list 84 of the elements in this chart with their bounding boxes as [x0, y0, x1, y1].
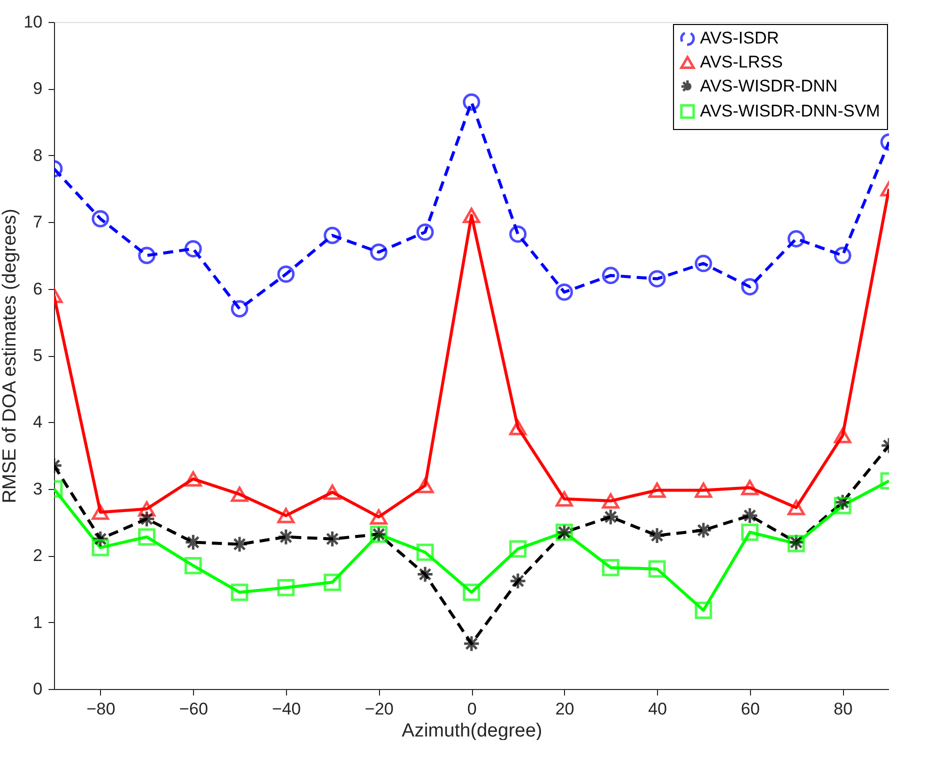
point [324, 226, 341, 244]
point [648, 526, 666, 544]
y-tick-label: 9 [33, 79, 42, 98]
point [834, 496, 852, 514]
point [462, 584, 480, 601]
point [602, 558, 620, 576]
point [416, 223, 434, 241]
point [788, 500, 805, 516]
legend-label: AVS-WISDR-DNN [700, 76, 838, 96]
x-tick-label: 40 [648, 700, 668, 718]
point [602, 266, 620, 284]
legend-label: AVS-WISDR-DNN-SVM [700, 102, 880, 120]
y-tick-label: 3 [33, 479, 42, 498]
point [230, 584, 248, 601]
point [741, 278, 758, 296]
point [324, 574, 341, 591]
point [694, 522, 712, 539]
point [462, 634, 480, 652]
point [277, 578, 295, 596]
point [648, 482, 666, 498]
point [602, 508, 620, 526]
y-tick-label: 10 [24, 12, 42, 32]
point [648, 270, 666, 288]
point [509, 420, 527, 436]
x-tick-label: 0 [467, 700, 477, 718]
point [184, 556, 202, 574]
y-tick-label: 6 [33, 279, 42, 298]
point [694, 602, 712, 619]
point [509, 540, 527, 558]
x-tick-label: −20 [364, 700, 394, 718]
point [416, 566, 434, 583]
point [834, 246, 852, 264]
x-tick-label: −60 [179, 700, 208, 718]
y-tick-label: 2 [33, 546, 42, 566]
y-axis-title: RMSE of DOA estimates (degrees) [0, 208, 21, 504]
point [741, 480, 758, 496]
point [648, 560, 666, 578]
point [694, 254, 712, 272]
point [556, 283, 573, 301]
point [416, 478, 434, 494]
point [462, 93, 480, 111]
point [138, 528, 156, 546]
point [230, 486, 248, 502]
point [277, 508, 295, 524]
y-tick-label: 1 [33, 612, 42, 632]
point [741, 506, 758, 524]
point [92, 210, 110, 228]
x-tick-label: 60 [740, 700, 760, 718]
x-tick-label: −40 [272, 700, 301, 718]
y-tick-label: 8 [33, 146, 42, 165]
point [277, 265, 295, 283]
point [324, 530, 341, 548]
point [184, 471, 202, 487]
point [694, 482, 712, 498]
point [370, 243, 388, 261]
point [788, 230, 805, 248]
point [509, 225, 527, 243]
point [834, 428, 852, 444]
y-tick-label: 4 [33, 412, 42, 432]
point [138, 246, 156, 264]
x-tick-label: 80 [834, 700, 853, 718]
point [416, 544, 434, 561]
x-tick-label: −80 [86, 700, 116, 718]
y-tick-label: 5 [33, 346, 42, 365]
point [138, 510, 156, 528]
point [741, 524, 758, 541]
point [92, 538, 110, 556]
point [556, 491, 573, 507]
y-tick-label: 7 [33, 212, 42, 232]
y-tick-label: 0 [33, 680, 42, 698]
legend-label: AVS-ISDR [700, 28, 780, 48]
point [462, 208, 480, 224]
point [184, 534, 202, 551]
point [602, 493, 620, 509]
point [370, 509, 388, 525]
x-tick-label: 20 [555, 700, 574, 718]
point [184, 240, 202, 258]
point [509, 572, 527, 590]
legend-label: AVS-LRSS [700, 52, 783, 72]
point [230, 536, 248, 553]
point [92, 504, 110, 520]
point [277, 528, 295, 546]
point [324, 484, 341, 500]
point [230, 300, 248, 318]
